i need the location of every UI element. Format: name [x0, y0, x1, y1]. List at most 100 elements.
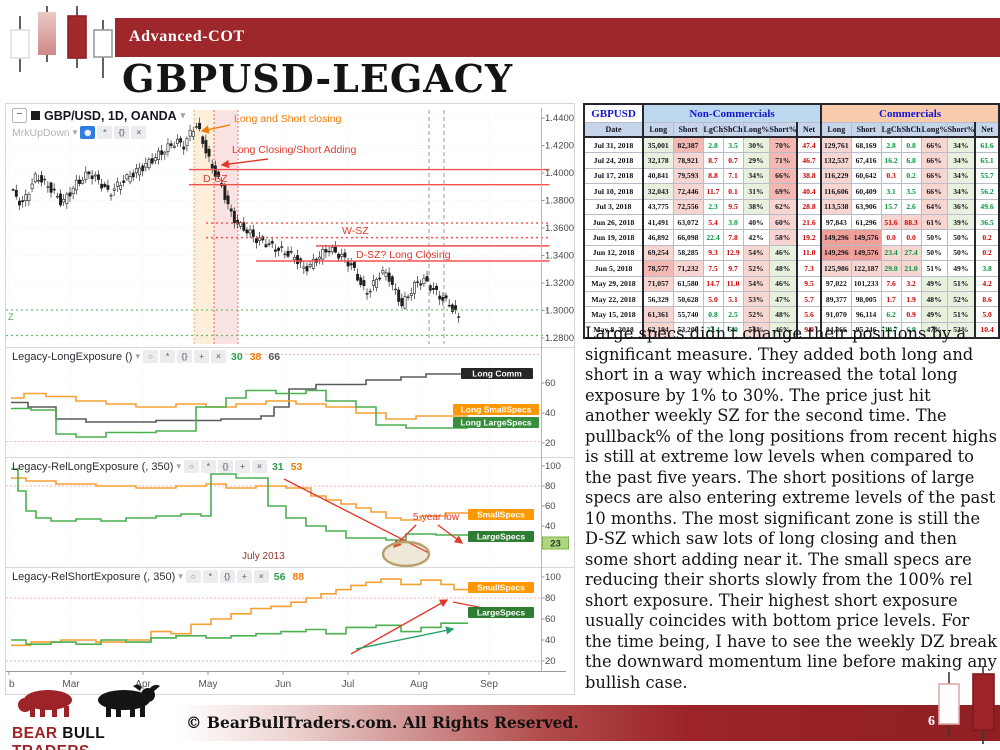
- panel-tool-icon[interactable]: ○: [185, 570, 201, 583]
- panel-header-rel-short-exposure[interactable]: Legacy-RelShortExposure (, 350) ▾ ○ *{} + ×…: [12, 570, 304, 583]
- collapse-icon[interactable]: –: [12, 108, 27, 123]
- candle-icon: [972, 666, 995, 744]
- series-legend-badge: Long LargeSpecs: [453, 417, 539, 428]
- symbol-header[interactable]: – GBP/USD, 1D, OANDA ▾: [12, 108, 185, 123]
- indicator-name[interactable]: Legacy-RelLongExposure (, 350): [12, 460, 174, 473]
- panel-tool-icon[interactable]: ×: [131, 126, 147, 139]
- annotation-text: 5-year low: [413, 512, 460, 523]
- table-cell: 9.5: [795, 275, 822, 292]
- panel-tool-icon[interactable]: {}: [114, 126, 130, 139]
- table-column-header: Net: [795, 122, 822, 138]
- table-cell: 49%: [920, 275, 948, 292]
- rel-long-exposure-panel-canvas[interactable]: 5-year low July 2013 SmallSpecs LargeSpecs 1…: [6, 457, 574, 567]
- panel-tool-icon[interactable]: *: [160, 350, 175, 363]
- chevron-down-icon[interactable]: ▾: [176, 461, 181, 471]
- logo-word-traders: TRADERS: [12, 743, 90, 750]
- table-cell-date: Jul 3, 2018: [583, 198, 644, 215]
- chart-style-icon[interactable]: [31, 111, 40, 120]
- chevron-down-icon[interactable]: ▾: [135, 351, 140, 361]
- indicator-name[interactable]: Legacy-RelShortExposure (, 350): [12, 570, 176, 583]
- supply-zone: D-SZ: [189, 168, 550, 186]
- price-chart-canvas[interactable]: D-SZ W-SZ D-SZ? Long Closing Z Long and Shor…: [6, 104, 574, 347]
- table-cell: 11.7: [702, 183, 724, 200]
- svg-text:SmallSpecs: SmallSpecs: [477, 510, 525, 520]
- panel-tool-icon[interactable]: *: [97, 126, 113, 139]
- time-axis[interactable]: b Mar Apr May Jun Jul Aug Sep: [6, 671, 574, 694]
- panel-tool-icon[interactable]: +: [194, 350, 209, 363]
- panel-axis-label: 100: [545, 461, 561, 472]
- eye-icon[interactable]: ◉: [80, 126, 96, 139]
- table-cell: 32,178: [642, 152, 674, 169]
- table-row: Jul 3, 2018 43,775 72,556 2.3 9.5 38% 62% 28.8 1…: [583, 198, 1000, 215]
- table-cell: 66%: [920, 152, 948, 169]
- tradingview-chart[interactable]: D-SZ W-SZ D-SZ? Long Closing Z Long and Shor…: [5, 103, 575, 695]
- analysis-text: Large specs didn't change their position…: [585, 324, 997, 692]
- table-cell: 5.4: [702, 213, 724, 231]
- price-axis-label: 1.3000: [545, 306, 574, 317]
- panel-tool-icon[interactable]: +: [234, 460, 250, 473]
- panel-tool-icon[interactable]: ○: [143, 350, 158, 363]
- table-cell: 62%: [768, 198, 798, 215]
- table-cell: 71,057: [642, 275, 674, 292]
- panel-tool-icon[interactable]: {}: [217, 460, 233, 473]
- panel-tool-icon[interactable]: ×: [253, 570, 269, 583]
- decorative-candles-top-left: [10, 6, 113, 78]
- table-cell: 31%: [742, 183, 770, 200]
- panel-tool-icon[interactable]: {}: [177, 350, 192, 363]
- table-cell: 95,246: [850, 321, 882, 339]
- panel-tool-icon[interactable]: ×: [251, 460, 267, 473]
- panel-header-rel-long-exposure[interactable]: Legacy-RelLongExposure (, 350) ▾ ○ *{} + × …: [12, 460, 302, 473]
- table-cell: 29.0: [880, 260, 902, 277]
- table-cell: 54%: [742, 275, 770, 292]
- panel-tool-icon[interactable]: ×: [211, 350, 226, 363]
- chevron-down-icon[interactable]: ▾: [178, 571, 183, 581]
- annotation-line: [283, 478, 430, 554]
- price-axis-label: 1.4200: [545, 141, 574, 152]
- table-column-header: Long: [642, 122, 674, 138]
- table-cell: 52%: [742, 306, 770, 323]
- table-cell: 50%: [946, 229, 976, 246]
- price-axis-label: 1.4400: [545, 113, 574, 124]
- panel-tool-icon[interactable]: {}: [219, 570, 235, 583]
- series-legend-badge: SmallSpecs: [468, 509, 534, 520]
- table-cell: 48%: [768, 306, 798, 323]
- table-cell: 9.7: [722, 260, 744, 277]
- cot-table-wrap: GBPUSD Non-Commercials Commercials Date Long…: [583, 103, 1000, 340]
- chevron-down-icon[interactable]: ▾: [180, 110, 186, 120]
- panel-tool-icon[interactable]: *: [200, 460, 216, 473]
- table-cell: 116,229: [820, 167, 852, 185]
- table-column-header: Short%: [768, 122, 798, 138]
- panel-tool-icon[interactable]: +: [236, 570, 252, 583]
- panel-tool-icon[interactable]: ○: [183, 460, 199, 473]
- chevron-down-icon[interactable]: ▾: [72, 127, 78, 137]
- symbol-title[interactable]: GBP/USD, 1D, OANDA: [44, 108, 177, 123]
- table-cell: 40.4: [795, 183, 822, 200]
- panel-header-long-exposure[interactable]: Legacy-LongExposure () ▾ ○ *{} + × 30 38 66: [12, 350, 280, 363]
- footer-bar: © BearBullTraders.com. All Rights Reserv…: [178, 705, 1000, 741]
- table-column-header: LgCh: [702, 122, 724, 138]
- price-axis-label: 1.3800: [545, 196, 574, 207]
- table-cell: 51.6: [880, 213, 902, 231]
- table-cell: 0.0: [900, 229, 922, 246]
- table-cell: 66%: [920, 167, 948, 185]
- panel-tool-icon[interactable]: *: [202, 570, 218, 583]
- long-exposure-panel-canvas[interactable]: Long Comm Long SmallSpecs Long LargeSpecs 6…: [6, 347, 574, 457]
- table-cell: 48%: [920, 290, 948, 308]
- table-cell: 23.4: [880, 244, 902, 262]
- panel-axis-label: 20: [545, 438, 556, 449]
- rel-short-exposure-panel-canvas[interactable]: SmallSpecs LargeSpecs 100 80 60 40 20: [6, 567, 574, 671]
- table-cell: 0.2: [900, 167, 922, 185]
- table-cell-date: Jun 12, 2018: [583, 244, 644, 262]
- table-cell: 54%: [742, 244, 770, 262]
- table-column-header: Date: [583, 122, 644, 138]
- indicator-name[interactable]: Legacy-LongExposure (): [12, 350, 133, 363]
- table-cell: 9.0: [795, 321, 822, 339]
- table-cell: 68,169: [850, 136, 882, 154]
- price-axis-label: 1.4000: [545, 168, 574, 179]
- table-cell: 51%: [946, 306, 976, 323]
- tool-label[interactable]: MrkUpDown: [12, 126, 70, 139]
- table-cell: 55,740: [672, 306, 704, 323]
- table-group-header: Commercials: [820, 103, 1000, 123]
- indicator-toolbar[interactable]: MrkUpDown ▾ ◉ *{} ×: [12, 126, 147, 139]
- table-cell: 70%: [768, 136, 798, 154]
